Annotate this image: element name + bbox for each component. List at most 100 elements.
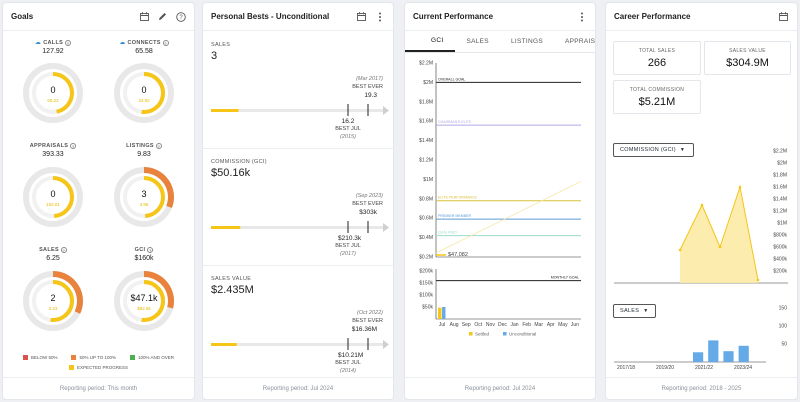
personal-best-section: SALES VALUE $2.435M (Oct 2022) BEST EVER… [203, 266, 393, 383]
donut-expected [143, 176, 165, 218]
stat-sales-value: SALES VALUE $304.9M [704, 41, 791, 75]
current-performance-header: Current Performance [405, 3, 595, 31]
career-y-tick-label: $1.6M [773, 185, 787, 191]
info-icon[interactable]: ? [70, 143, 77, 149]
goal-line-label: OVERALL GOAL [438, 77, 465, 81]
tab-sales[interactable]: SALES [466, 38, 489, 45]
goal-line-label: QUALIFIED [438, 231, 457, 235]
current-value-label: $47,082 [448, 252, 468, 258]
pb-best-jul-year: (2014) [340, 368, 356, 374]
month-label: Sep [462, 322, 471, 328]
pb-progress-fill [211, 109, 239, 112]
career-y-tick-label: $2M [777, 161, 787, 167]
calendar-icon[interactable] [139, 11, 150, 22]
info-icon[interactable]: ? [155, 143, 162, 149]
calendar-icon[interactable] [356, 11, 367, 22]
more-vert-icon[interactable] [576, 11, 587, 22]
month-bar [438, 307, 442, 319]
month-label: Oct [474, 322, 482, 328]
legend-expected: EXPECTED PROGRESS [68, 365, 128, 370]
tab-listings[interactable]: LISTINGS [510, 38, 543, 45]
personal-bests-title: Personal Bests - Unconditional [211, 12, 330, 21]
goal-label: CALLS [43, 39, 64, 46]
pb-best-ever-value: $303k [359, 209, 377, 216]
pb-label: SALES [211, 42, 231, 48]
y-tick-label: $1.8M [419, 99, 433, 105]
goal-donut [23, 271, 83, 331]
calendar-icon[interactable] [778, 11, 789, 22]
pb-progress-bar [211, 338, 389, 350]
pb-progress-fill [211, 226, 241, 229]
pb-track [211, 343, 383, 346]
goal-listings: LISTINGS? 9.83 3 4.86 [99, 143, 189, 241]
goal-donut [23, 167, 83, 227]
pb-best-date: (Oct 2022) [357, 310, 383, 316]
help-icon[interactable]: ? [175, 11, 186, 22]
personal-bests-footer: Reporting period: Jul 2024 [203, 377, 393, 399]
goal-gci: GCI? $160k $47.1k $82.5k [99, 247, 189, 345]
goal-current-value: 3 [141, 189, 147, 199]
pb-track [211, 226, 383, 229]
month-label: Feb [522, 322, 531, 328]
info-icon[interactable]: ? [65, 39, 72, 46]
tab-appraisals[interactable]: APPRAISALS [564, 38, 595, 45]
personal-bests-panel: Personal Bests - Unconditional SALES 3 (… [203, 3, 393, 399]
legend-label: Unconditional [509, 332, 536, 337]
career-point [700, 203, 704, 207]
pb-best-ever-value: 19.3 [364, 92, 377, 99]
more-vert-icon[interactable] [374, 11, 385, 22]
goal-target: 393.33 [42, 151, 64, 158]
month-label: Mar [534, 322, 543, 328]
legend-label: Settled [475, 332, 490, 337]
sales-x-label: 2023/24 [734, 365, 752, 371]
sales-bar [693, 352, 704, 362]
goal-target: $160k [134, 255, 154, 262]
bar-y-tick-label: $200k [419, 269, 433, 275]
goal-donut [114, 63, 174, 123]
commission-dropdown[interactable]: COMMISSION (GCI) ▼ [613, 143, 694, 157]
pencil-icon[interactable] [157, 11, 168, 22]
goal-target: 6.25 [46, 255, 60, 262]
y-tick-label: $1.2M [419, 158, 433, 164]
performance-tabs: GCI SALES LISTINGS APPRAISALS › [405, 31, 595, 53]
info-icon[interactable]: ? [147, 247, 154, 253]
brand-logo-icon: ☁ [119, 40, 126, 46]
pb-best-date: (Sep 2023) [355, 193, 383, 199]
goal-expected-value: 3.23 [48, 306, 58, 311]
legend-swatch [503, 332, 507, 336]
month-label: Nov [486, 322, 495, 328]
goal-calls: ☁ CALLS? 127.92 0 60.22 [8, 39, 98, 137]
pb-arrow [383, 223, 389, 232]
goal-donut [114, 271, 174, 331]
projection-line [435, 180, 582, 254]
month-label: Aug [450, 322, 459, 328]
goal-label: APPRAISALS [29, 143, 69, 149]
caret-down-icon: ▼ [679, 147, 686, 153]
goal-line-label: PREMIER MEMBER [438, 214, 472, 218]
career-y-tick-label: $200k [773, 269, 787, 275]
y-tick-label: $1.4M [419, 138, 433, 144]
y-tick-label: $2M [423, 80, 433, 86]
y-tick-label: $0.2M [419, 255, 433, 261]
month-label: Dec [498, 322, 507, 328]
info-icon[interactable]: ? [162, 39, 169, 46]
personal-bests-header: Personal Bests - Unconditional [203, 3, 393, 31]
sales-x-label: 2017/18 [617, 365, 635, 371]
donut-track [23, 167, 83, 227]
career-y-tick-label: $1M [777, 221, 787, 227]
goals-header: Goals ? [3, 3, 194, 31]
y-tick-label: $1.6M [419, 119, 433, 125]
donut-progress [52, 271, 83, 314]
goal-appraisals: APPRAISALS? 393.33 0 192.01 [8, 143, 98, 241]
goal-donut-wrap: $47.1k $82.5k [112, 269, 176, 333]
legend-over: 100% AND OVER [130, 355, 174, 360]
bar-y-tick-label: $100k [419, 293, 433, 299]
sales-dropdown[interactable]: SALES ▼ [613, 304, 656, 318]
goal-expected-value: 60.22 [47, 98, 59, 103]
caret-down-icon: ▼ [643, 308, 649, 314]
pb-best-ever-label: BEST EVER [352, 84, 383, 90]
month-label: Jun [571, 322, 579, 328]
goal-label: CONNECTS [127, 39, 161, 46]
tab-gci[interactable]: GCI [405, 31, 456, 52]
info-icon[interactable]: ? [60, 247, 67, 253]
